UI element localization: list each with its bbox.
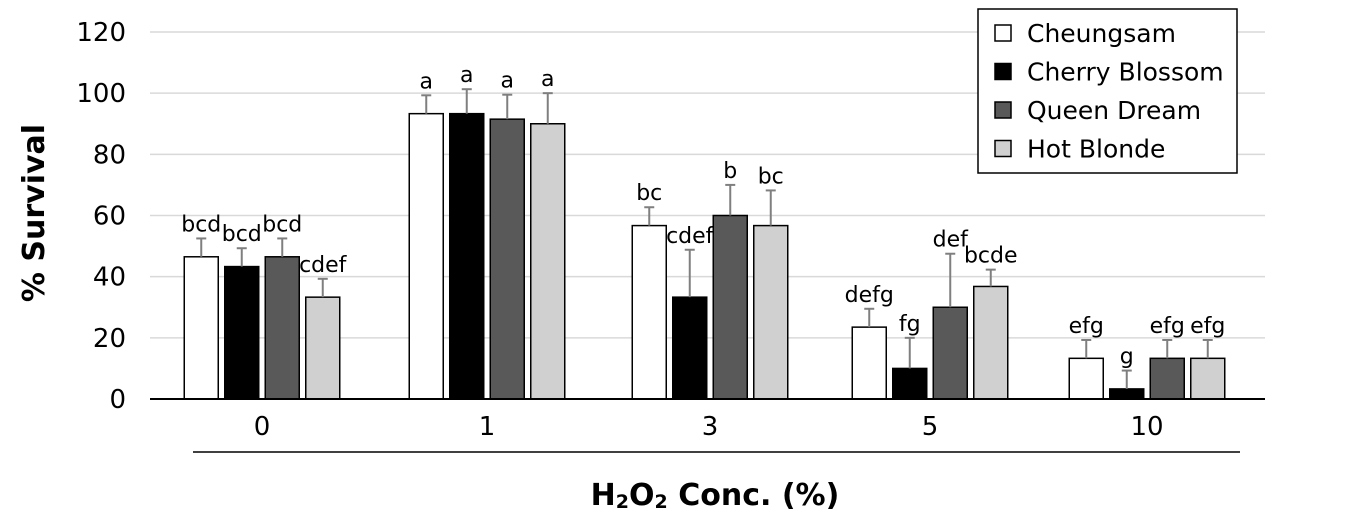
bar-hot-blonde-3 xyxy=(753,224,789,400)
bar-cheungsam-3 xyxy=(631,224,667,400)
sig-label-cheungsam-3: bc xyxy=(636,181,662,206)
y-tick-label-60: 60 xyxy=(93,202,126,232)
bar-cherry-blossom-1 xyxy=(449,112,485,400)
sig-label-cherry-blossom-1: a xyxy=(460,63,473,88)
bar-hot-blonde-0 xyxy=(305,296,341,400)
bar-cherry-blossom-10 xyxy=(1109,388,1145,400)
sig-label-cheungsam-5: defg xyxy=(845,283,894,308)
legend-swatch-queen-dream xyxy=(994,101,1012,119)
legend-label-cherry-blossom: Cherry Blossom xyxy=(1027,58,1224,87)
legend-label-cheungsam: Cheungsam xyxy=(1027,19,1176,48)
sig-label-cherry-blossom-10: g xyxy=(1120,345,1134,370)
gridlines xyxy=(150,31,1265,339)
bar-cherry-blossom-3 xyxy=(672,296,708,400)
sig-label-hot-blonde-5: bcde xyxy=(964,244,1018,269)
sig-label-cherry-blossom-5: fg xyxy=(899,312,921,337)
legend: Cheungsam Cherry Blossom Queen Dream Hot Bl… xyxy=(977,8,1238,174)
sig-label-cherry-blossom-0: bcd xyxy=(222,222,262,247)
x-tick-label-1: 1 xyxy=(479,412,496,442)
bar-cheungsam-0 xyxy=(183,256,219,400)
sig-label-cheungsam-0: bcd xyxy=(181,212,221,237)
y-tick-label-100: 100 xyxy=(76,79,126,109)
bar-cheungsam-10 xyxy=(1068,357,1104,400)
sig-label-queen-dream-1: a xyxy=(501,69,514,94)
y-tick-label-0: 0 xyxy=(109,385,126,415)
sig-label-cherry-blossom-3: cdef xyxy=(666,224,715,249)
sig-label-queen-dream-5: def xyxy=(933,228,970,253)
y-tick-label-40: 40 xyxy=(93,263,126,293)
sig-label-hot-blonde-1: a xyxy=(541,67,554,92)
x-tick-label-10: 10 xyxy=(1130,412,1163,442)
bar-cherry-blossom-0 xyxy=(224,265,260,400)
error-bars-layer xyxy=(196,88,1213,389)
legend-label-queen-dream: Queen Dream xyxy=(1027,96,1201,125)
y-tick-label-120: 120 xyxy=(76,18,126,48)
x-tick-label-0: 0 xyxy=(254,412,271,442)
bar-queen-dream-1 xyxy=(489,118,525,400)
x-axis-title: H2O2 Conc. (%) xyxy=(591,478,840,513)
axes-layer: 0 20 40 60 80 100 120 0 1 3 5 10 xyxy=(76,18,1265,453)
bar-hot-blonde-5 xyxy=(973,285,1009,400)
bar-hot-blonde-10 xyxy=(1190,357,1226,400)
x-tick-label-5: 5 xyxy=(922,412,939,442)
x-tick-label-3: 3 xyxy=(702,412,719,442)
bar-queen-dream-10 xyxy=(1149,357,1185,400)
sig-label-queen-dream-0: bcd xyxy=(262,212,302,237)
legend-swatch-cherry-blossom xyxy=(994,62,1012,81)
sig-label-hot-blonde-0: cdef xyxy=(299,253,348,278)
bar-cheungsam-1 xyxy=(408,112,444,400)
sig-label-queen-dream-3: b xyxy=(723,159,737,184)
legend-frame xyxy=(977,8,1238,174)
sig-label-hot-blonde-10: efg xyxy=(1190,314,1225,339)
sig-label-cheungsam-1: a xyxy=(420,69,433,94)
bar-queen-dream-5 xyxy=(932,306,968,400)
y-tick-label-20: 20 xyxy=(93,324,126,354)
sig-label-hot-blonde-3: bc xyxy=(758,164,784,189)
bar-queen-dream-0 xyxy=(264,256,300,400)
legend-swatch-cheungsam xyxy=(994,24,1012,42)
bar-queen-dream-3 xyxy=(712,214,748,400)
sig-label-queen-dream-10: efg xyxy=(1150,314,1185,339)
legend-swatch-hot-blonde xyxy=(994,139,1012,158)
y-axis-title: % Survival xyxy=(17,124,52,302)
bar-cherry-blossom-5 xyxy=(892,367,928,400)
legend-label-hot-blonde: Hot Blonde xyxy=(1027,135,1165,164)
bar-hot-blonde-1 xyxy=(530,123,566,400)
y-tick-label-80: 80 xyxy=(93,140,126,170)
bar-cheungsam-5 xyxy=(851,326,887,400)
sig-label-cheungsam-10: efg xyxy=(1069,314,1104,339)
